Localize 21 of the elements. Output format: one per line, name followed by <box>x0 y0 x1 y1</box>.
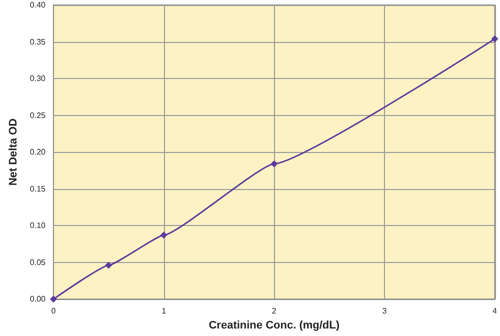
point <box>50 296 57 303</box>
x-tick-label: 0 <box>51 306 56 316</box>
point <box>270 160 278 168</box>
point <box>105 262 112 269</box>
x-tick-label: 4 <box>492 306 498 316</box>
y-tick-label: 0.35 <box>30 37 46 46</box>
point <box>491 35 498 42</box>
y-tick-label: 0.20 <box>30 148 46 157</box>
point <box>160 232 168 239</box>
y-tick-label: 0.05 <box>30 258 46 267</box>
y-tick-label: 0.15 <box>30 184 46 194</box>
x-tick-label: 2 <box>272 306 277 316</box>
y-tick-label: 0.25 <box>30 110 46 120</box>
y-tick-label: 0.30 <box>30 74 46 84</box>
y-tick-label: 0.40 <box>30 0 46 10</box>
x-axis-title: Creatinine Conc. (mg/dL) <box>208 320 340 332</box>
y-axis-title: Net Delta OD <box>8 118 20 186</box>
x-tick-label: 3 <box>382 306 388 316</box>
y-tick-label: 0.00 <box>30 294 46 304</box>
y-tick-label: 0.10 <box>30 221 46 230</box>
x-tick-label: 1 <box>162 306 167 316</box>
